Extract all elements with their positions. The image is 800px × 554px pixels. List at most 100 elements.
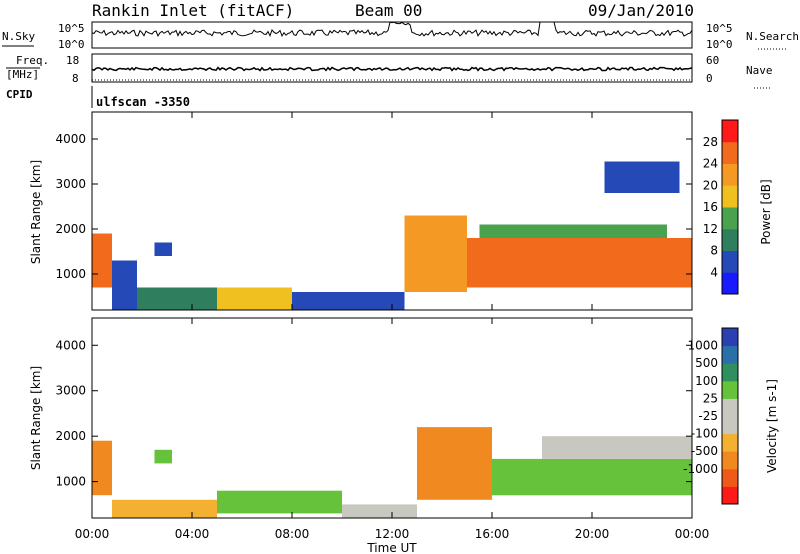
scatter-region-6 [542,436,692,459]
velocity-colorbar-cell [722,451,738,470]
xtick-label: 00:00 [675,527,710,541]
power-colorbar-cell [722,120,738,143]
power-colorbar-cell [722,228,738,251]
scatter-region-6 [467,238,692,288]
scatter-region-3 [342,504,417,518]
velocity-colorbar-cell [722,345,738,364]
xtick-label: 08:00 [275,527,310,541]
cpid-label: CPID [6,88,33,101]
scatter-region-7 [154,449,172,464]
xtick-label: 04:00 [175,527,210,541]
power-colorbar-tick: 8 [710,244,718,258]
noise-line [91,21,693,38]
xtick-label: 16:00 [475,527,510,541]
power-heatmap-panel: 1000 2000 3000 4000 [55,112,693,310]
ytick-label: 2000 [55,429,86,443]
scatter-region-4 [292,292,405,310]
power-colorbar: 28 24 20 16 12 8 4 [703,119,739,295]
power-panel-frame [91,111,693,311]
nsearch-label: N.Search [746,30,799,43]
power-colorbar-cell [722,185,738,208]
scatter-region-1 [112,260,137,310]
scatter-region-9 [154,242,172,256]
freq-unit-label: [MHz] [6,68,39,81]
velocity-colorbar-cell [722,398,738,417]
noise-right-tick-top: 10^5 [706,22,733,35]
power-colorbar-cell [722,272,738,295]
velocity-panel-frame [91,317,693,519]
velocity-colorbar-tick: 100 [695,374,718,388]
power-colorbar-label: Power [dB] [759,179,773,244]
scatter-region-2 [137,287,217,310]
ytick-label: 3000 [55,177,86,191]
velocity-colorbar-cell [722,433,738,452]
velocity-colorbar-cell [722,328,738,347]
x-axis-label: Time UT [366,541,417,554]
power-colorbar-tick: 20 [703,178,718,192]
ytick-label: 1000 [55,475,86,489]
velocity-colorbar-cell [722,416,738,435]
ytick-label: 2000 [55,222,86,236]
ytick-label: 1000 [55,267,86,281]
nave-tick-0: 0 [706,72,713,85]
noise-panel-frame [91,21,693,49]
nave-label: Nave [746,64,773,77]
velocity-colorbar-tick: -500 [691,444,718,458]
freq-tick-8: 8 [72,72,79,85]
velocity-colorbar-tick: 25 [703,391,718,405]
noise-left-tick-bottom: 10^0 [58,38,85,51]
velocity-colorbar-tick: 500 [695,356,718,370]
power-colorbar-tick: 28 [703,135,718,149]
velocity-colorbar-cell [722,468,738,487]
velocity-colorbar-tick: -1000 [683,462,718,476]
scatter-region-7 [479,224,667,238]
xtick-label: 00:00 [75,527,110,541]
power-colorbar-tick: 24 [703,157,718,171]
noise-left-tick-top: 10^5 [58,22,85,35]
velocity-colorbar-tick: -25 [698,409,718,423]
ytick-label: 4000 [55,338,86,352]
noise-right-tick-bottom: 10^0 [706,38,733,51]
power-colorbar-cell [722,163,738,186]
freq-tick-18: 18 [66,54,79,67]
plot-title: Rankin Inlet (fitACF) [92,1,294,20]
velocity-colorbar-cell [722,380,738,399]
scatter-region-2 [217,490,342,514]
scatter-region-5 [492,458,692,496]
scatter-region-8 [604,161,680,193]
power-colorbar-cell [722,207,738,230]
velocity-heatmap-panel: 1000 2000 3000 4000 [55,318,693,518]
cpid-text: ulfscan -3350 [96,95,190,109]
date-label: 09/Jan/2010 [588,1,694,20]
xtick-label: 20:00 [575,527,610,541]
nave-tick-60: 60 [706,54,719,67]
power-colorbar-cell [722,250,738,273]
velocity-colorbar-cell [722,486,738,505]
scatter-region-5 [404,215,467,292]
velocity-colorbar-tick: -100 [691,427,718,441]
beam-label: Beam 00 [355,1,422,20]
freq-panel-frame [91,53,693,83]
velocity-colorbar-frame [721,327,739,505]
ytick-label: 4000 [55,132,86,146]
xtick-label: 12:00 [375,527,410,541]
freq-label: Freq. [16,54,49,67]
power-colorbar-cell [722,141,738,164]
ytick-label: 3000 [55,384,86,398]
velocity-colorbar: 1000 500 100 25 -25 -100 -500 -1000 [683,327,739,505]
power-colorbar-tick: 12 [703,222,718,236]
scatter-region-1 [112,499,217,518]
power-colorbar-frame [721,119,739,295]
scatter-region-0 [92,440,112,496]
scatter-region-3 [217,287,292,310]
scatter-region-0 [92,233,112,288]
power-colorbar-tick: 4 [710,265,718,279]
scatter-region-4 [417,427,492,500]
power-colorbar-tick: 16 [703,200,718,214]
velocity-colorbar-label: Velocity [m s-1] [765,379,779,473]
power-ylabel: Slant Range [km] [29,160,43,264]
time-x-axis: 00:00 04:00 08:00 12:00 16:00 20:00 00:00 [75,527,710,541]
freq-line [91,66,693,72]
velocity-colorbar-cell [722,363,738,382]
